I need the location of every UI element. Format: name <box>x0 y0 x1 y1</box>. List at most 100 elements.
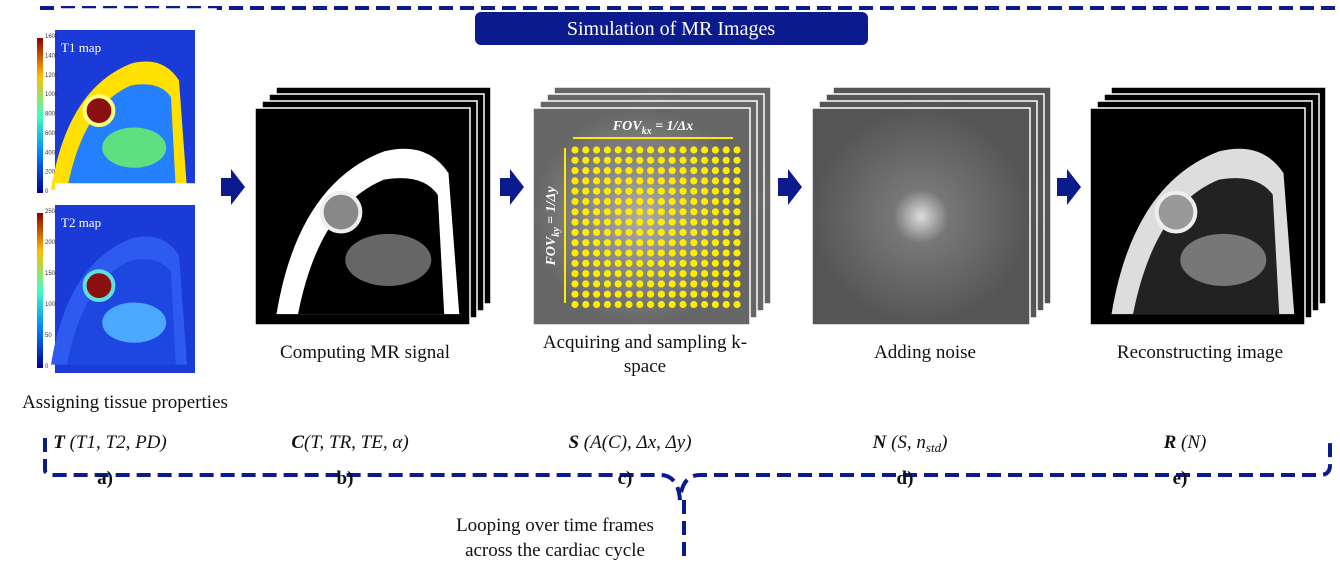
k-sample <box>615 291 622 298</box>
k-sample <box>690 301 697 308</box>
k-sample <box>701 270 708 277</box>
k-sample <box>669 146 676 153</box>
k-sample <box>733 291 740 298</box>
k-sample <box>690 208 697 215</box>
k-sample <box>679 260 686 267</box>
arrow <box>1057 169 1081 205</box>
k-sample <box>615 146 622 153</box>
fov-main: FOV <box>612 119 643 134</box>
k-sample <box>604 208 611 215</box>
k-sample <box>647 157 654 164</box>
k-sample <box>625 198 632 205</box>
k-sample <box>615 167 622 174</box>
k-sample <box>571 208 578 215</box>
k-sample <box>571 219 578 226</box>
k-sample <box>658 260 665 267</box>
k-sample <box>647 270 654 277</box>
formula-symbol: R <box>1163 432 1177 453</box>
k-sample <box>571 280 578 287</box>
k-sample <box>701 239 708 246</box>
k-sample <box>733 219 740 226</box>
k-sample <box>690 260 697 267</box>
formula: N (S, nstd) <box>872 432 948 455</box>
k-sample <box>679 291 686 298</box>
k-sample <box>625 219 632 226</box>
formula: T (T1, T2, PD) <box>53 432 166 453</box>
k-sample <box>658 249 665 256</box>
k-sample <box>636 188 643 195</box>
k-sample <box>679 146 686 153</box>
k-sample <box>701 219 708 226</box>
k-sample <box>679 249 686 256</box>
heart <box>322 193 361 232</box>
k-sample <box>636 157 643 164</box>
k-sample <box>658 208 665 215</box>
stage-caption: Adding noise <box>874 342 976 363</box>
k-sample <box>669 219 676 226</box>
k-sample <box>647 229 654 236</box>
k-sample <box>679 198 686 205</box>
k-sample <box>636 219 643 226</box>
k-sample <box>615 270 622 277</box>
k-sample <box>582 260 589 267</box>
k-sample <box>669 198 676 205</box>
k-sample <box>593 260 600 267</box>
stage-caption: Reconstructing image <box>1117 342 1283 363</box>
colorbar-tick: 1600 <box>45 34 59 40</box>
formula-symbol: S <box>568 432 579 453</box>
k-sample <box>712 270 719 277</box>
k-sample <box>669 208 676 215</box>
k-sample <box>669 157 676 164</box>
k-sample <box>636 208 643 215</box>
k-sample <box>701 208 708 215</box>
k-sample <box>625 188 632 195</box>
colorbar-tick: 600 <box>45 131 56 137</box>
k-sample <box>582 146 589 153</box>
k-sample <box>712 157 719 164</box>
k-sample <box>615 177 622 184</box>
k-sample <box>582 208 589 215</box>
k-sample <box>636 239 643 246</box>
k-sample <box>593 249 600 256</box>
arrow <box>221 169 245 205</box>
stage-letter: d) <box>897 468 914 489</box>
k-sample <box>582 188 589 195</box>
colorbar-tick: 200 <box>45 240 56 246</box>
k-sample <box>636 280 643 287</box>
k-sample <box>571 167 578 174</box>
k-sample <box>723 188 730 195</box>
k-sample <box>615 301 622 308</box>
k-sample <box>647 301 654 308</box>
formula-args: (S, n <box>886 432 926 453</box>
k-sample <box>701 188 708 195</box>
k-sample <box>625 167 632 174</box>
k-sample <box>647 188 654 195</box>
k-sample <box>690 239 697 246</box>
organ <box>102 127 166 167</box>
k-sample <box>712 177 719 184</box>
k-sample <box>701 280 708 287</box>
k-sample <box>690 280 697 287</box>
fov-main: FOV <box>544 235 559 266</box>
k-sample <box>647 177 654 184</box>
k-sample <box>615 198 622 205</box>
formula-args: (N) <box>1176 432 1206 453</box>
formula: C(T, TR, TE, α) <box>291 432 408 453</box>
k-sample <box>571 198 578 205</box>
k-sample <box>669 280 676 287</box>
k-sample <box>571 239 578 246</box>
k-sample <box>582 198 589 205</box>
k-sample <box>658 177 665 184</box>
k-sample <box>571 188 578 195</box>
k-sample <box>636 249 643 256</box>
k-sample <box>669 291 676 298</box>
formula: S (A(C), Δx, Δy) <box>568 432 691 453</box>
k-sample <box>712 219 719 226</box>
k-sample <box>712 249 719 256</box>
colorbar-tick: 150 <box>45 271 56 277</box>
k-sample <box>712 188 719 195</box>
k-sample <box>615 280 622 287</box>
stage-letter: b) <box>337 468 354 489</box>
k-sample <box>615 249 622 256</box>
